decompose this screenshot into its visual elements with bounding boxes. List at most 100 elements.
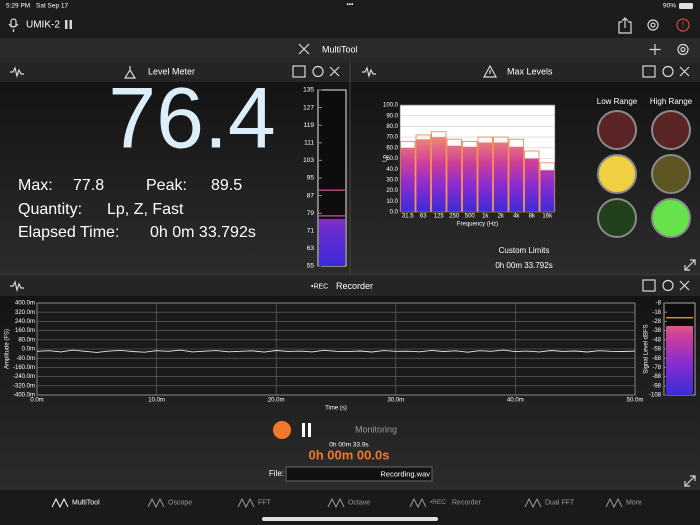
x-tick-label: 50.0m [627, 398, 644, 404]
tab[interactable]: MultiTool [51, 497, 100, 509]
signal-level-bar [666, 326, 693, 395]
status-battery: 90% [663, 3, 676, 10]
alert-icon[interactable] [676, 18, 690, 32]
y-tick-label: -160.0m [13, 365, 35, 371]
meter-tick-label: -98 [652, 383, 661, 389]
record-button[interactable] [273, 421, 291, 439]
panel-icon [362, 66, 376, 79]
tab[interactable]: Oscope [147, 497, 192, 509]
settings-icon[interactable] [647, 19, 659, 31]
close-button[interactable] [679, 280, 690, 291]
tab-label: More [626, 499, 642, 506]
status-time: 5:29 PM [6, 3, 30, 10]
pause-button[interactable] [302, 423, 311, 437]
meter-tick-label: -28 [652, 319, 661, 325]
tab-icon [327, 497, 345, 509]
file-name: Recording.wav [380, 469, 430, 478]
tab[interactable]: •REC Recorder [409, 497, 481, 509]
low-range-label: Low Range [597, 97, 638, 106]
y-axis-label: Amplitude (FS) [5, 329, 11, 369]
x-tick-label: 250 [449, 214, 460, 220]
graph-button[interactable] [292, 65, 306, 78]
x-tick-label: 500 [465, 214, 476, 220]
elapsed-label: Elapsed Time: [18, 224, 119, 241]
share-icon[interactable] [618, 17, 632, 34]
bar [540, 170, 555, 212]
pause-icon[interactable] [65, 20, 72, 29]
peak-value: 89.5 [211, 177, 242, 194]
custom-limits: Custom Limits [499, 246, 550, 255]
y-tick-label: 90.0 [386, 113, 398, 119]
add-button[interactable] [649, 44, 661, 55]
status-dots: ••• [347, 2, 355, 9]
y-axis-label: Lp [383, 155, 389, 162]
panel-icon [10, 280, 24, 293]
home-indicator [262, 517, 438, 521]
tab[interactable]: FFT [237, 497, 272, 509]
max-levels-elapsed: 0h 00m 33.792s [495, 261, 552, 270]
meter-tick-label: -78 [652, 365, 661, 371]
y-tick-label: 70.0 [386, 135, 398, 141]
tab-prefix: •REC [430, 499, 446, 506]
bar [478, 142, 493, 212]
x-tick-label: 10.0m [148, 398, 165, 404]
x-tick-label: 30.0m [387, 398, 404, 404]
meter-tick-label: -18 [652, 310, 661, 316]
bar [524, 158, 539, 212]
x-tick-label: 31.5 [402, 214, 414, 220]
tab[interactable]: More [605, 497, 642, 509]
level-meter-icon [123, 66, 137, 79]
bar [400, 147, 415, 212]
resize-handle[interactable] [684, 259, 696, 271]
meter-tick-label: 63 [307, 245, 315, 252]
y-tick-label: 60.0 [386, 145, 398, 151]
warning-icon [482, 64, 498, 78]
close-button[interactable] [329, 66, 340, 77]
tab-list: MultiTool Oscope FFT Octave •REC Recorder Dual… [51, 497, 642, 509]
recorded-time: 0h 00m 33.9s [329, 442, 369, 449]
panel-header [0, 276, 700, 296]
close-button[interactable] [679, 66, 690, 77]
resize-handle[interactable] [684, 475, 696, 487]
bar [509, 146, 524, 212]
panel-settings-button[interactable] [662, 65, 674, 78]
level-meter: 135 127 119 111 103 95 87 79 71 63 55 [303, 87, 347, 270]
meter-tick-label: 103 [303, 157, 314, 164]
toolbar [0, 38, 700, 62]
tab[interactable]: Octave [327, 497, 370, 509]
file-input[interactable] [285, 466, 433, 482]
indicator [651, 198, 691, 238]
graph-button[interactable] [642, 65, 656, 78]
tab-icon [51, 497, 69, 509]
panel-title: Max Levels [507, 66, 553, 76]
waveform [36, 349, 636, 353]
x-tick-label: 20.0m [268, 398, 285, 404]
meter-tick-label: -58 [652, 347, 661, 353]
tab-label: FFT [258, 499, 272, 506]
x-axis-label: Frequency (Hz) [457, 222, 498, 228]
tab-icon [147, 497, 165, 509]
panel-settings-button[interactable] [312, 65, 324, 78]
graph-button[interactable] [642, 279, 656, 292]
quantity-label: Quantity: [18, 201, 82, 218]
mic-icon[interactable] [8, 18, 19, 32]
meter-tick-label: -48 [652, 337, 661, 343]
settings-button[interactable] [677, 43, 689, 56]
bar [493, 142, 508, 212]
meter-axis-label: Signal Level dBFS [644, 324, 650, 373]
y-tick-label: 80.0m [18, 337, 35, 343]
panel-settings-button[interactable] [662, 279, 674, 292]
meter-tick-label: 55 [307, 263, 315, 270]
file-label: File: [269, 469, 284, 478]
bar [416, 139, 431, 212]
plot-frame [399, 104, 556, 213]
tab[interactable]: Dual FFT [524, 497, 575, 509]
top-bar [0, 0, 700, 38]
panel-icon [10, 66, 24, 79]
bar [447, 145, 462, 212]
meter-level-bar [319, 218, 345, 266]
y-tick-label: -400.0m [13, 393, 35, 399]
multitool-icon [298, 43, 310, 55]
x-tick-label: 4k [513, 214, 520, 220]
monitoring-status: Monitoring [355, 424, 397, 434]
